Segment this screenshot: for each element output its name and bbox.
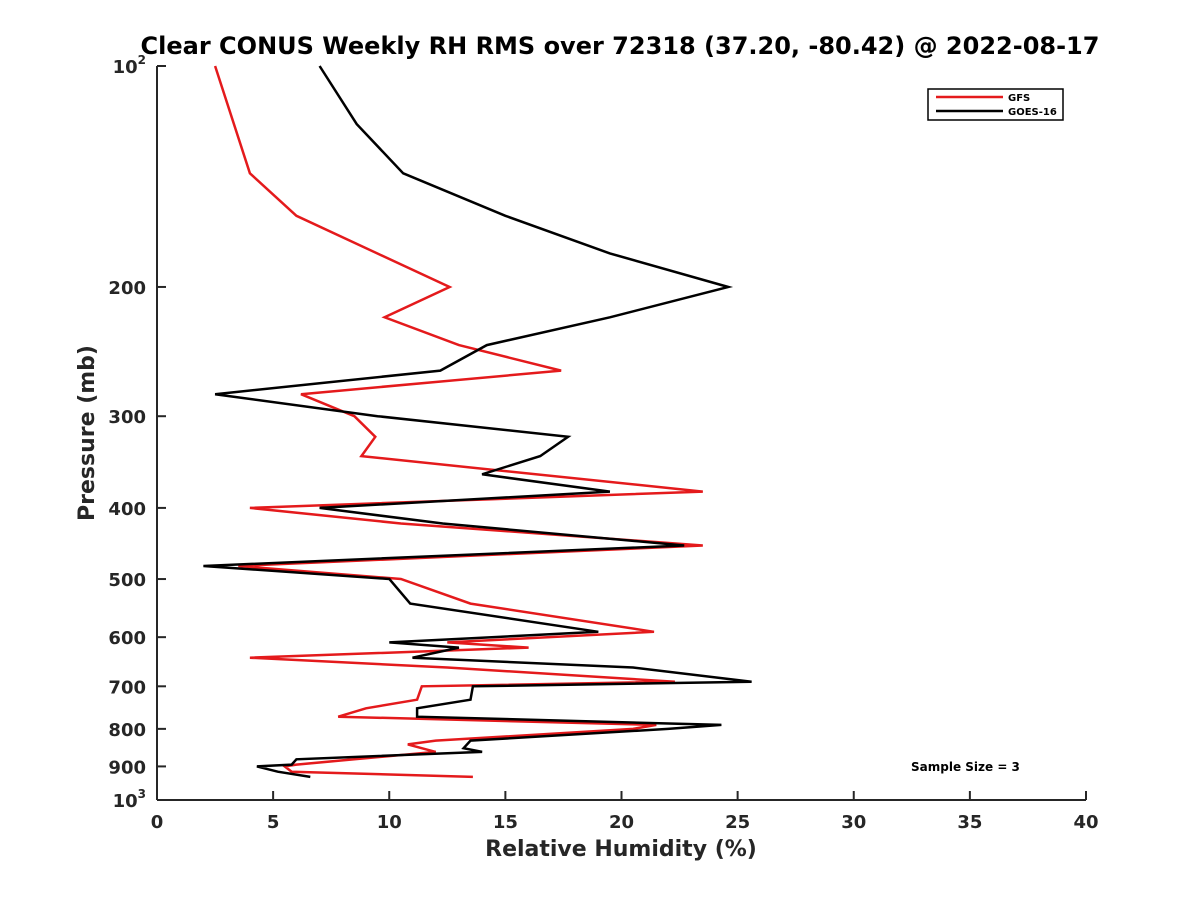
series-line-gfs — [213, 65, 703, 779]
plot-area: 0 5 10 15 20 25 30 35 40 102 200 300 400 500 600 700 80… — [108, 53, 1098, 833]
x-tick-label: 15 — [493, 812, 518, 833]
series-line-goes16 — [203, 65, 752, 779]
sample-size-annotation: Sample Size = 3 — [911, 760, 1020, 774]
y-ticks: 102 200 300 400 500 600 700 800 900 103 — [108, 53, 166, 812]
x-tick-label: 20 — [609, 812, 634, 833]
y-tick-label: 700 — [108, 677, 146, 698]
y-tick-label: 800 — [108, 720, 146, 741]
x-tick-label: 0 — [151, 812, 164, 833]
x-ticks: 0 5 10 15 20 25 30 35 40 — [151, 791, 1099, 833]
x-tick-label: 35 — [957, 812, 982, 833]
y-tick-label: 900 — [108, 757, 146, 778]
legend-label-gfs: GFS — [1008, 93, 1030, 104]
y-tick-label: 300 — [108, 407, 146, 428]
y-tick-label: 102 — [113, 53, 146, 78]
x-tick-label: 40 — [1073, 812, 1098, 833]
y-tick-label: 103 — [113, 787, 146, 812]
chart-title: Clear CONUS Weekly RH RMS over 72318 (37… — [141, 32, 1100, 60]
x-tick-label: 25 — [725, 812, 750, 833]
y-tick-label: 200 — [108, 278, 146, 299]
y-tick-label: 400 — [108, 499, 146, 520]
legend-label-goes16: GOES-16 — [1008, 107, 1057, 118]
x-tick-label: 30 — [841, 812, 866, 833]
y-axis-label: Pressure (mb) — [75, 345, 100, 521]
x-tick-label: 5 — [267, 812, 280, 833]
y-tick-label: 600 — [108, 628, 146, 649]
legend-box — [927, 88, 1064, 121]
x-tick-label: 10 — [377, 812, 402, 833]
series-layer — [203, 65, 752, 779]
y-tick-label: 500 — [108, 570, 146, 591]
legend: GFS GOES-16 — [927, 88, 1064, 121]
x-axis-label: Relative Humidity (%) — [485, 837, 757, 862]
